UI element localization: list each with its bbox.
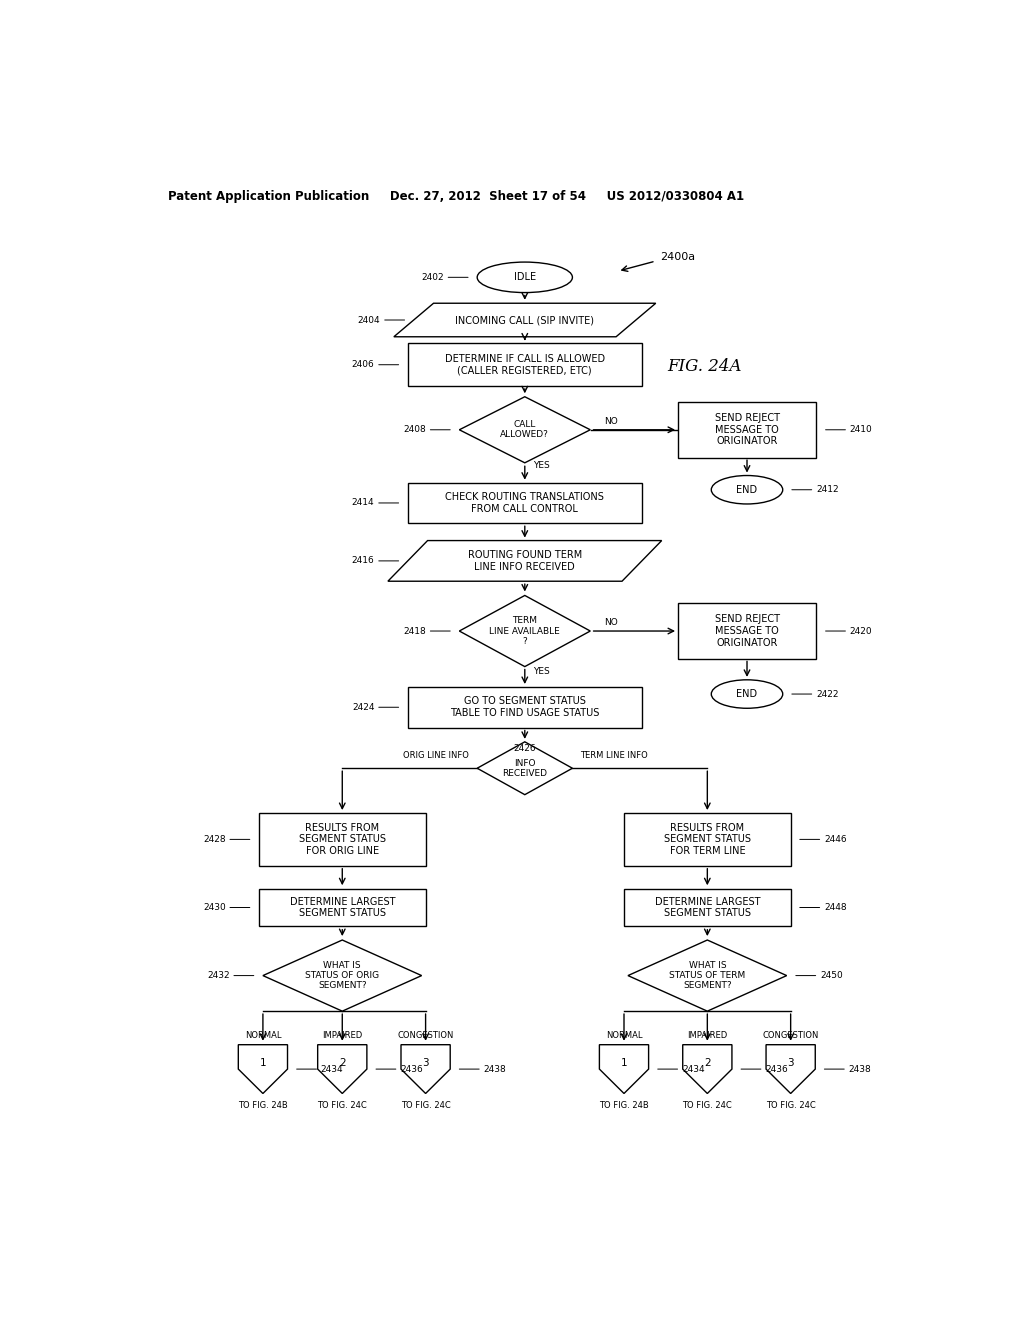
Text: IMPAIRED: IMPAIRED xyxy=(323,1031,362,1040)
Text: WHAT IS
STATUS OF TERM
SEGMENT?: WHAT IS STATUS OF TERM SEGMENT? xyxy=(670,961,745,990)
Polygon shape xyxy=(477,742,572,795)
FancyBboxPatch shape xyxy=(408,343,642,385)
Text: 1: 1 xyxy=(621,1059,628,1068)
Text: 2: 2 xyxy=(339,1059,345,1068)
FancyBboxPatch shape xyxy=(678,603,816,659)
Text: 2: 2 xyxy=(705,1059,711,1068)
Text: TO FIG. 24C: TO FIG. 24C xyxy=(682,1101,732,1110)
Text: 2412: 2412 xyxy=(816,486,839,494)
Text: CALL
ALLOWED?: CALL ALLOWED? xyxy=(501,420,549,440)
Text: GO TO SEGMENT STATUS
TABLE TO FIND USAGE STATUS: GO TO SEGMENT STATUS TABLE TO FIND USAGE… xyxy=(451,697,599,718)
Text: 2404: 2404 xyxy=(357,315,380,325)
Text: 3: 3 xyxy=(787,1059,794,1068)
FancyBboxPatch shape xyxy=(678,401,816,458)
Polygon shape xyxy=(683,1044,732,1093)
Text: 2424: 2424 xyxy=(352,702,375,711)
Polygon shape xyxy=(628,940,786,1011)
Text: END: END xyxy=(736,484,758,495)
Text: 2400a: 2400a xyxy=(659,252,695,261)
Text: IMPAIRED: IMPAIRED xyxy=(687,1031,727,1040)
Text: 2408: 2408 xyxy=(403,425,426,434)
Text: 2434: 2434 xyxy=(321,1065,343,1073)
Text: 2416: 2416 xyxy=(351,557,375,565)
Ellipse shape xyxy=(712,475,782,504)
Text: ORIG LINE INFO: ORIG LINE INFO xyxy=(403,751,469,760)
Text: 2414: 2414 xyxy=(352,499,375,507)
Text: Patent Application Publication     Dec. 27, 2012  Sheet 17 of 54     US 2012/033: Patent Application Publication Dec. 27, … xyxy=(168,190,743,202)
Polygon shape xyxy=(460,397,590,463)
Text: 2448: 2448 xyxy=(824,903,847,912)
Text: 2446: 2446 xyxy=(824,834,847,843)
Text: 2420: 2420 xyxy=(850,627,872,635)
Text: TERM LINE INFO: TERM LINE INFO xyxy=(581,751,648,760)
Text: 2422: 2422 xyxy=(816,689,839,698)
Text: TO FIG. 24C: TO FIG. 24C xyxy=(400,1101,451,1110)
Polygon shape xyxy=(599,1044,648,1093)
FancyBboxPatch shape xyxy=(408,483,642,523)
Polygon shape xyxy=(239,1044,288,1093)
FancyBboxPatch shape xyxy=(624,888,791,927)
Ellipse shape xyxy=(712,680,782,709)
Text: 2438: 2438 xyxy=(849,1065,871,1073)
Text: 2436: 2436 xyxy=(400,1065,423,1073)
Text: INCOMING CALL (SIP INVITE): INCOMING CALL (SIP INVITE) xyxy=(456,315,594,325)
Text: INFO
RECEIVED: INFO RECEIVED xyxy=(503,759,547,777)
Text: TERM
LINE AVAILABLE
?: TERM LINE AVAILABLE ? xyxy=(489,616,560,645)
Text: 2432: 2432 xyxy=(207,972,229,979)
Polygon shape xyxy=(766,1044,815,1093)
Text: 2426: 2426 xyxy=(513,744,537,752)
Text: TO FIG. 24C: TO FIG. 24C xyxy=(766,1101,815,1110)
Text: TO FIG. 24C: TO FIG. 24C xyxy=(317,1101,368,1110)
Polygon shape xyxy=(460,595,590,667)
Text: CONGESTION: CONGESTION xyxy=(397,1031,454,1040)
Text: END: END xyxy=(736,689,758,700)
Text: 2428: 2428 xyxy=(203,834,225,843)
FancyBboxPatch shape xyxy=(259,813,426,866)
Text: CHECK ROUTING TRANSLATIONS
FROM CALL CONTROL: CHECK ROUTING TRANSLATIONS FROM CALL CON… xyxy=(445,492,604,513)
Text: 2430: 2430 xyxy=(203,903,225,912)
Text: ROUTING FOUND TERM
LINE INFO RECEIVED: ROUTING FOUND TERM LINE INFO RECEIVED xyxy=(468,550,582,572)
Text: 2450: 2450 xyxy=(820,972,843,979)
Text: 2434: 2434 xyxy=(682,1065,705,1073)
FancyBboxPatch shape xyxy=(408,686,642,727)
Text: 2402: 2402 xyxy=(421,273,443,281)
Text: TO FIG. 24B: TO FIG. 24B xyxy=(238,1101,288,1110)
Text: IDLE: IDLE xyxy=(514,272,536,282)
Text: YES: YES xyxy=(532,667,550,676)
Polygon shape xyxy=(388,541,662,581)
Text: SEND REJECT
MESSAGE TO
ORIGINATOR: SEND REJECT MESSAGE TO ORIGINATOR xyxy=(715,413,779,446)
Text: NO: NO xyxy=(604,618,617,627)
FancyBboxPatch shape xyxy=(624,813,791,866)
Text: DETERMINE IF CALL IS ALLOWED
(CALLER REGISTERED, ETC): DETERMINE IF CALL IS ALLOWED (CALLER REG… xyxy=(444,354,605,375)
Polygon shape xyxy=(317,1044,367,1093)
Ellipse shape xyxy=(477,263,572,293)
Text: 2410: 2410 xyxy=(850,425,872,434)
Text: TO FIG. 24B: TO FIG. 24B xyxy=(599,1101,649,1110)
Text: DETERMINE LARGEST
SEGMENT STATUS: DETERMINE LARGEST SEGMENT STATUS xyxy=(290,896,395,919)
Text: 2406: 2406 xyxy=(351,360,375,370)
Text: 3: 3 xyxy=(422,1059,429,1068)
Text: RESULTS FROM
SEGMENT STATUS
FOR TERM LINE: RESULTS FROM SEGMENT STATUS FOR TERM LIN… xyxy=(664,822,751,855)
Text: NORMAL: NORMAL xyxy=(606,1031,642,1040)
Text: 2418: 2418 xyxy=(403,627,426,635)
Text: YES: YES xyxy=(532,461,550,470)
Text: WHAT IS
STATUS OF ORIG
SEGMENT?: WHAT IS STATUS OF ORIG SEGMENT? xyxy=(305,961,379,990)
Text: NORMAL: NORMAL xyxy=(245,1031,282,1040)
FancyBboxPatch shape xyxy=(259,888,426,927)
Polygon shape xyxy=(263,940,422,1011)
Text: SEND REJECT
MESSAGE TO
ORIGINATOR: SEND REJECT MESSAGE TO ORIGINATOR xyxy=(715,614,779,648)
Polygon shape xyxy=(401,1044,451,1093)
Text: 2438: 2438 xyxy=(483,1065,506,1073)
Text: 2436: 2436 xyxy=(765,1065,788,1073)
Text: CONGESTION: CONGESTION xyxy=(763,1031,819,1040)
Text: FIG. 24A: FIG. 24A xyxy=(668,358,742,375)
Text: RESULTS FROM
SEGMENT STATUS
FOR ORIG LINE: RESULTS FROM SEGMENT STATUS FOR ORIG LIN… xyxy=(299,822,386,855)
Text: DETERMINE LARGEST
SEGMENT STATUS: DETERMINE LARGEST SEGMENT STATUS xyxy=(654,896,760,919)
Text: 1: 1 xyxy=(260,1059,266,1068)
Text: NO: NO xyxy=(604,417,617,426)
Polygon shape xyxy=(394,304,655,337)
